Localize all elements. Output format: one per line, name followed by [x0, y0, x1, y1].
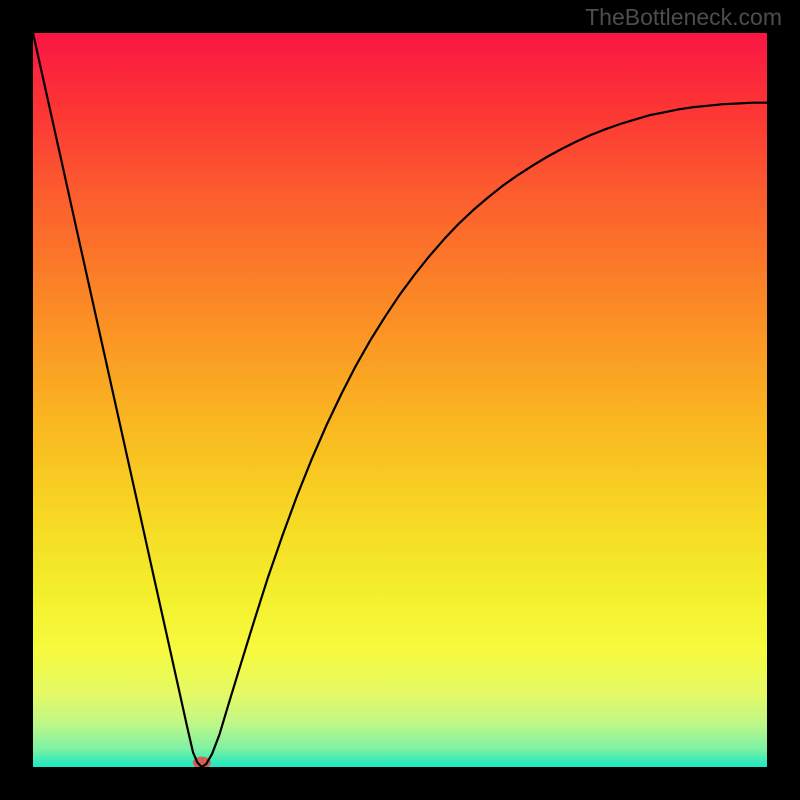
watermark-text: TheBottleneck.com — [585, 4, 782, 31]
chart-svg — [33, 33, 767, 767]
plot-area — [33, 33, 767, 767]
chart-frame: TheBottleneck.com — [0, 0, 800, 800]
gradient-background — [33, 33, 767, 767]
